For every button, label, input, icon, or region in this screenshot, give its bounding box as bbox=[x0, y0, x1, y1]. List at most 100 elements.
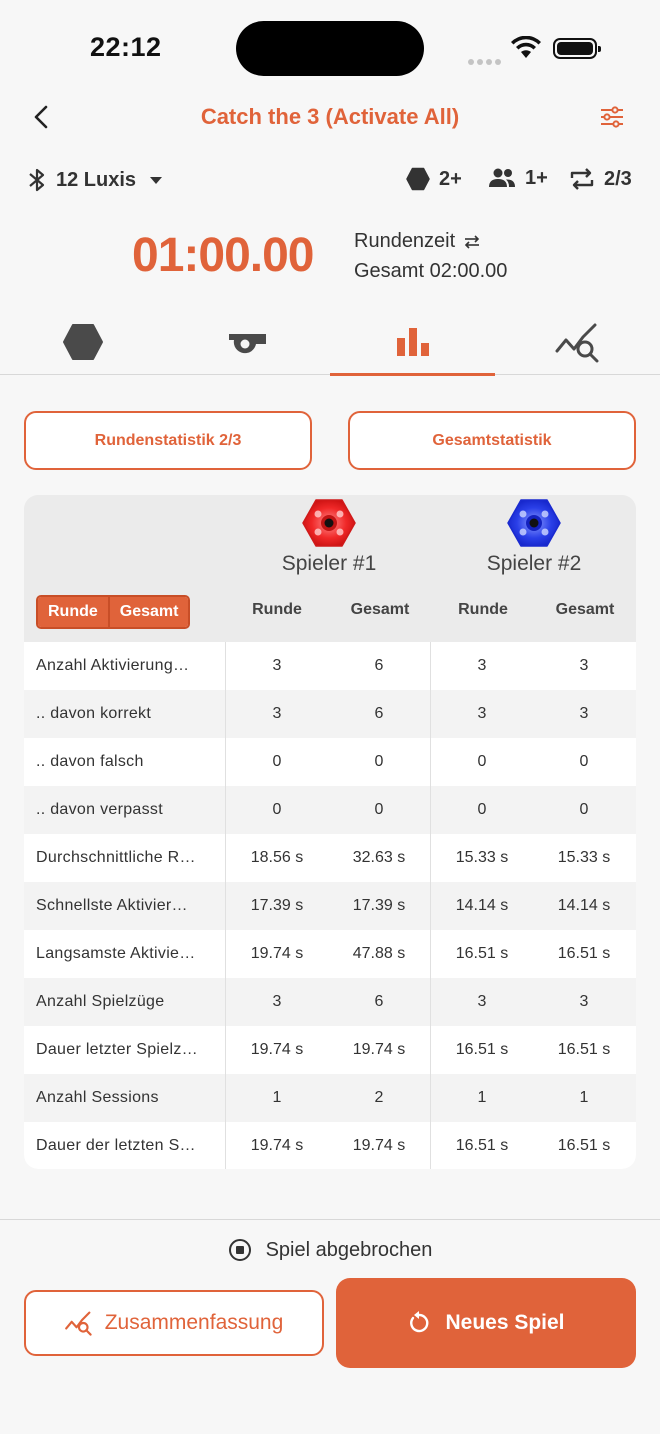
game-status-label: Spiel abgebrochen bbox=[265, 1238, 433, 1261]
table-cell: 1 bbox=[272, 1089, 282, 1106]
new-game-label: Neues Spiel bbox=[445, 1311, 565, 1334]
tab-statistics[interactable] bbox=[330, 308, 495, 376]
battery-icon bbox=[553, 38, 601, 59]
timer-mode-toggle[interactable]: Rundenzeit bbox=[354, 230, 481, 253]
row-label: .. davon verpasst bbox=[24, 786, 226, 834]
dynamic-island bbox=[236, 21, 424, 76]
cellular-signal-icon bbox=[468, 52, 504, 70]
table-cell: 16.51 s bbox=[455, 1137, 509, 1154]
tab-pods[interactable] bbox=[0, 308, 165, 375]
hexagon-icon bbox=[62, 323, 103, 360]
table-cell: 14.14 s bbox=[455, 897, 509, 914]
back-button[interactable] bbox=[30, 104, 54, 135]
table-cell: 0 bbox=[579, 753, 589, 770]
table-row: Dauer letzter Spielz… 19.74 s 19.74 s 16.51… bbox=[24, 1026, 636, 1074]
wifi-icon bbox=[510, 35, 542, 65]
page-title: Catch the 3 (Activate All) bbox=[200, 104, 460, 129]
sliders-icon bbox=[601, 106, 623, 128]
tab-whistle[interactable] bbox=[165, 308, 330, 375]
table-cell: 47.88 s bbox=[328, 930, 431, 978]
repeat-icon bbox=[570, 168, 594, 190]
round-timer: 01:00.00 bbox=[132, 229, 314, 282]
table-cell: 3 bbox=[272, 993, 282, 1010]
status-time: 22:12 bbox=[90, 32, 162, 62]
table-row: .. davon verpasst 0 0 0 0 bbox=[24, 786, 636, 834]
players-label: 1+ bbox=[525, 166, 548, 189]
players-count: 1+ bbox=[487, 166, 548, 190]
restart-icon bbox=[410, 1311, 429, 1333]
table-row: Dauer der letzten S… 19.74 s 19.74 s 16.51 … bbox=[24, 1122, 636, 1169]
new-game-button[interactable]: Neues Spiel bbox=[336, 1278, 636, 1368]
total-statistics-button[interactable]: Gesamtstatistik bbox=[348, 411, 636, 470]
device-selector[interactable]: 12 Luxis bbox=[26, 166, 166, 194]
player-2-name: Spieler #2 bbox=[486, 552, 582, 575]
round-statistics-button[interactable]: Rundenstatistik 2/3 bbox=[24, 411, 312, 470]
table-cell: 16.51 s bbox=[557, 1137, 611, 1154]
table-cell: 3 bbox=[579, 657, 589, 674]
table-cell: 16.51 s bbox=[557, 1041, 611, 1058]
chevron-left-icon bbox=[34, 105, 48, 129]
row-label: Anzahl Aktivierung… bbox=[24, 642, 226, 690]
game-status: Spiel abgebrochen bbox=[0, 1238, 660, 1262]
row-label: Anzahl Spielzüge bbox=[24, 978, 226, 1026]
analytics-icon bbox=[64, 1311, 92, 1336]
group-icon bbox=[489, 168, 515, 187]
table-cell: 19.74 s bbox=[250, 1041, 304, 1058]
row-label: .. davon korrekt bbox=[24, 690, 226, 738]
row-label: Anzahl Sessions bbox=[24, 1074, 226, 1122]
row-label: Durchschnittliche R… bbox=[24, 834, 226, 882]
toggle-total[interactable]: Gesamt bbox=[107, 597, 189, 627]
round-total-toggle: Runde Gesamt bbox=[36, 595, 191, 629]
tab-bar bbox=[0, 308, 660, 376]
bar-chart-icon bbox=[396, 327, 429, 356]
table-row: Anzahl Sessions 1 2 1 1 bbox=[24, 1074, 636, 1122]
table-cell: 6 bbox=[328, 642, 431, 690]
stop-circle-icon bbox=[228, 1239, 251, 1261]
table-cell: 3 bbox=[272, 657, 282, 674]
table-cell: 0 bbox=[579, 801, 589, 818]
bluetooth-icon bbox=[29, 168, 45, 192]
timer-mode-label: Rundenzeit bbox=[354, 230, 456, 252]
column-header: Runde bbox=[458, 601, 508, 618]
table-row: Langsamste Aktivie… 19.74 s 47.88 s 16.51 s… bbox=[24, 930, 636, 978]
table-cell: 32.63 s bbox=[328, 834, 431, 882]
table-cell: 15.33 s bbox=[557, 849, 611, 866]
table-cell: 3 bbox=[477, 657, 487, 674]
table-cell: 14.14 s bbox=[557, 897, 611, 914]
column-header: Gesamt bbox=[350, 601, 410, 618]
device-label: 12 Luxis bbox=[56, 168, 137, 191]
tab-analytics[interactable] bbox=[495, 308, 660, 375]
player-1-pod-icon bbox=[302, 499, 356, 547]
divider bbox=[0, 1219, 660, 1220]
table-cell: 17.39 s bbox=[328, 882, 431, 930]
settings-button[interactable] bbox=[598, 104, 626, 135]
table-cell: 0 bbox=[272, 801, 282, 818]
table-cell: 3 bbox=[579, 993, 589, 1010]
table-cell: 3 bbox=[477, 993, 487, 1010]
table-cell: 6 bbox=[328, 690, 431, 738]
table-cell: 3 bbox=[272, 705, 282, 722]
table-cell: 3 bbox=[579, 705, 589, 722]
table-cell: 18.56 s bbox=[250, 849, 304, 866]
analytics-icon bbox=[555, 323, 598, 362]
table-cell: 0 bbox=[328, 738, 431, 786]
summary-button[interactable]: Zusammenfassung bbox=[24, 1290, 324, 1356]
pods-count: 2+ bbox=[405, 166, 462, 192]
table-cell: 6 bbox=[328, 978, 431, 1026]
table-cell: 19.74 s bbox=[328, 1026, 431, 1074]
table-cell: 19.74 s bbox=[250, 1137, 304, 1154]
table-cell: 3 bbox=[477, 705, 487, 722]
whistle-icon bbox=[228, 333, 266, 353]
table-cell: 17.39 s bbox=[250, 897, 304, 914]
table-cell: 19.74 s bbox=[250, 945, 304, 962]
table-cell: 19.74 s bbox=[328, 1122, 431, 1169]
table-body: Anzahl Aktivierung… 3 6 3 3 .. davon korrekt 3… bbox=[24, 642, 636, 1169]
table-row: .. davon korrekt 3 6 3 3 bbox=[24, 690, 636, 738]
table-row: Schnellste Aktivier… 17.39 s 17.39 s 14.14 … bbox=[24, 882, 636, 930]
swap-icon bbox=[465, 234, 480, 249]
table-cell: 0 bbox=[477, 753, 487, 770]
toggle-round[interactable]: Runde bbox=[38, 597, 108, 627]
table-row: Anzahl Aktivierung… 3 6 3 3 bbox=[24, 642, 636, 690]
column-header: Runde bbox=[252, 601, 302, 618]
row-label: Schnellste Aktivier… bbox=[24, 882, 226, 930]
